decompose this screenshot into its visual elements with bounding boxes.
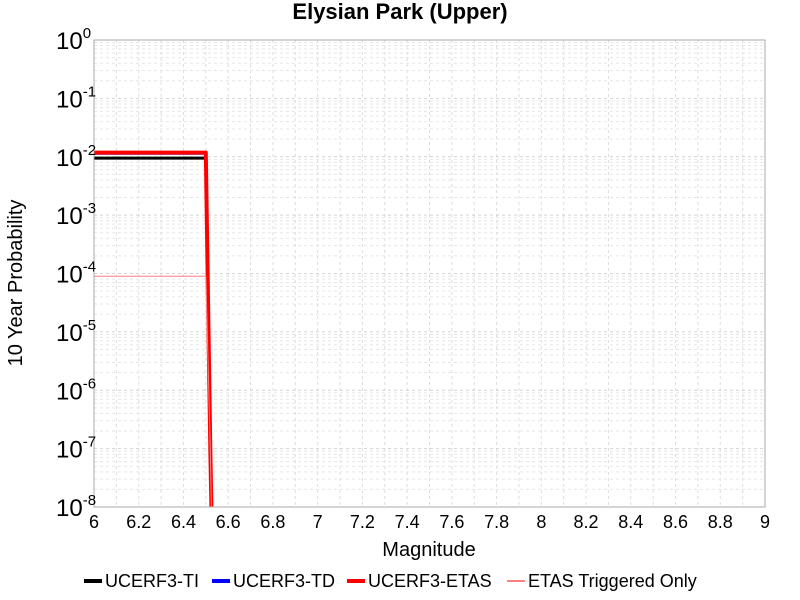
x-tick-label: 7.4 bbox=[395, 512, 420, 532]
y-tick-label: 10-4 bbox=[56, 259, 96, 289]
grid bbox=[93, 40, 766, 508]
legend-label: UCERF3-ETAS bbox=[368, 571, 492, 591]
x-axis-label: Magnitude bbox=[382, 539, 475, 561]
x-tick-label: 6.6 bbox=[216, 512, 241, 532]
x-tick-label: 6 bbox=[89, 512, 99, 532]
y-tick-label: 10-5 bbox=[56, 317, 96, 347]
x-tick-label: 8 bbox=[536, 512, 546, 532]
y-tick-label: 10-3 bbox=[56, 200, 96, 230]
x-tick-label: 8.4 bbox=[618, 512, 643, 532]
x-tick-label: 8.8 bbox=[708, 512, 733, 532]
legend-label: UCERF3-TI bbox=[105, 571, 199, 591]
series-line-ucerf3-etas bbox=[94, 150, 214, 507]
x-tick-label: 7 bbox=[313, 512, 323, 532]
legend-label: UCERF3-TD bbox=[233, 571, 335, 591]
x-tick-label: 6.2 bbox=[126, 512, 151, 532]
series-line-etas-triggered-only bbox=[94, 275, 212, 507]
x-tick-label: 7.6 bbox=[439, 512, 464, 532]
legend-label: ETAS Triggered Only bbox=[528, 571, 697, 591]
x-tick-label: 7.8 bbox=[484, 512, 509, 532]
x-tick-label: 9 bbox=[760, 512, 770, 532]
x-tick-label: 8.6 bbox=[663, 512, 688, 532]
series-layer bbox=[94, 150, 214, 507]
x-tick-label: 6.4 bbox=[171, 512, 196, 532]
x-tick-label: 8.2 bbox=[574, 512, 599, 532]
x-tick-label: 7.2 bbox=[350, 512, 375, 532]
y-tick-label: 10-1 bbox=[56, 83, 96, 113]
chart-title: Elysian Park (Upper) bbox=[292, 0, 507, 24]
plot-frame bbox=[93, 39, 766, 508]
x-tick-label: 6.8 bbox=[260, 512, 285, 532]
legend: UCERF3-TI UCERF3-TD UCERF3-ETAS ETAS Trigge… bbox=[84, 571, 697, 591]
x-tick-labels: 6 6.2 6.4 6.6 6.8 7 7.2 7.4 7.6 7.8 8 8.2 8.4 8.6 8.8 9 bbox=[89, 512, 770, 532]
y-axis-label: 10 Year Probability bbox=[5, 200, 27, 367]
y-tick-labels: 100 10-1 10-2 10-3 10-4 10-5 10-6 10-7 10-8 bbox=[56, 25, 96, 522]
y-tick-label: 10-2 bbox=[56, 142, 96, 172]
y-tick-label: 10-7 bbox=[56, 434, 96, 464]
y-tick-label: 10-6 bbox=[56, 375, 96, 405]
y-tick-label: 100 bbox=[56, 25, 91, 55]
y-tick-label: 10-8 bbox=[56, 492, 96, 522]
